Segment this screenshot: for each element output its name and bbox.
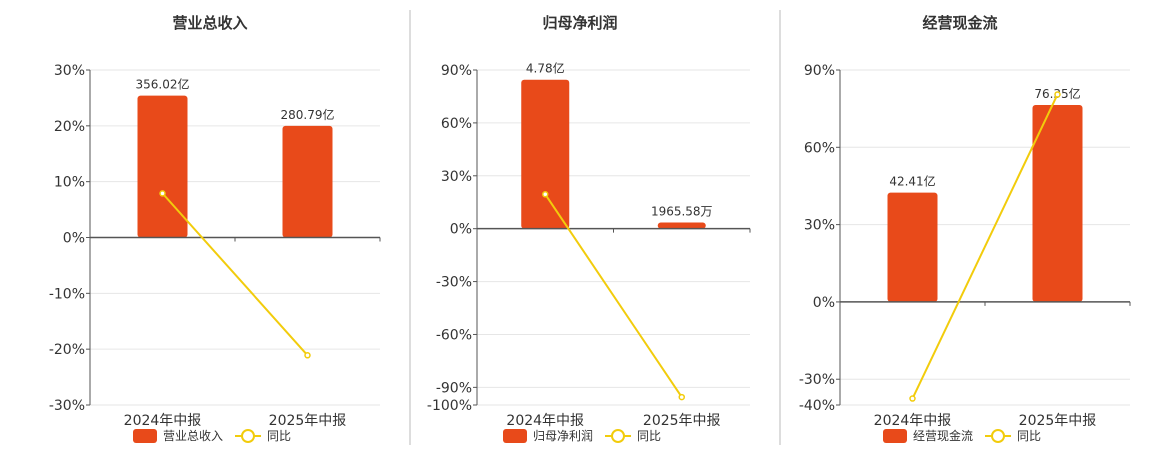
y-tick-label: -10% <box>49 286 85 302</box>
x-category-label: 2025年中报 <box>643 413 721 429</box>
y-tick-label: 90% <box>441 63 472 79</box>
legend-bar-swatch <box>883 429 907 443</box>
y-tick-label: 60% <box>804 140 835 156</box>
y-tick-label: 10% <box>54 175 85 191</box>
legend-line-label: 同比 <box>267 429 291 443</box>
y-tick-label: 20% <box>54 119 85 135</box>
y-tick-label: 30% <box>804 218 835 234</box>
chart-title: 归母净利润 <box>542 14 617 32</box>
y-tick-label: 0% <box>450 222 472 238</box>
y-tick-label: -90% <box>436 380 472 396</box>
yoy-point <box>909 395 916 402</box>
legend-line-marker <box>991 429 1005 443</box>
yoy-point <box>678 393 685 401</box>
legend-line-label: 同比 <box>1017 429 1041 443</box>
yoy-point <box>542 191 549 198</box>
bar-data-label: 4.78亿 <box>526 61 565 76</box>
x-category-label: 2024年中报 <box>506 413 584 429</box>
legend-bar-swatch <box>503 429 527 443</box>
bar <box>137 95 188 238</box>
bar <box>657 222 706 229</box>
x-category-label: 2024年中报 <box>874 413 952 429</box>
legend-line-label: 同比 <box>637 429 661 443</box>
y-tick-label: -30% <box>49 398 85 414</box>
y-tick-label: -100% <box>427 398 472 414</box>
chart-title: 营业总收入 <box>172 14 247 32</box>
yoy-line <box>544 193 683 398</box>
x-category-label: 2025年中报 <box>1019 413 1097 429</box>
chart-panel-1: 营业总收入 30% 20% 10% 0% -10% -20% -30% 356.02亿 280.7… <box>49 14 381 443</box>
yoy-line <box>911 94 1059 399</box>
yoy-line <box>161 192 309 356</box>
bar-data-label: 1965.58万 <box>651 205 713 219</box>
legend-bar-label: 归母净利润 <box>533 429 593 443</box>
y-tick-label: -30% <box>436 275 472 291</box>
legend-bar-label: 经营现金流 <box>913 428 973 443</box>
y-tick-label: 30% <box>54 63 85 79</box>
chart-panel-2: 归母净利润 90% 60% 30% 0% -30% -60% -90% -100% 4.78亿 19… <box>427 14 751 443</box>
legend-bar-label: 营业总收入 <box>163 429 223 443</box>
yoy-point <box>304 352 311 359</box>
y-tick-label: -40% <box>799 398 835 414</box>
y-tick-label: 90% <box>804 63 835 79</box>
bar-data-label: 280.79亿 <box>281 107 335 122</box>
bar-data-label: 42.41亿 <box>889 174 935 189</box>
y-tick-label: 30% <box>441 169 472 185</box>
y-tick-label: 0% <box>813 295 835 311</box>
y-tick-label: 0% <box>63 231 85 247</box>
bar <box>887 192 938 302</box>
y-tick-label: -20% <box>49 342 85 358</box>
yoy-point <box>159 190 166 197</box>
y-tick-label: -60% <box>436 327 472 343</box>
chart-title: 经营现金流 <box>922 14 997 32</box>
legend-line-marker <box>611 429 625 443</box>
y-tick-label: -30% <box>799 372 835 388</box>
bar <box>1032 105 1083 302</box>
bar <box>521 79 570 229</box>
legend-bar-swatch <box>133 429 157 443</box>
legend-line-marker <box>241 429 255 443</box>
x-category-label: 2024年中报 <box>124 413 202 429</box>
yoy-point <box>1054 91 1061 98</box>
x-category-label: 2025年中报 <box>269 413 347 429</box>
bar <box>282 125 333 238</box>
y-tick-label: 60% <box>441 116 472 132</box>
bar-data-label: 356.02亿 <box>136 77 190 92</box>
chart-panel-3: 经营现金流90%60%30%0%-30%-40%42.41亿76.35亿2024… <box>799 14 1131 443</box>
